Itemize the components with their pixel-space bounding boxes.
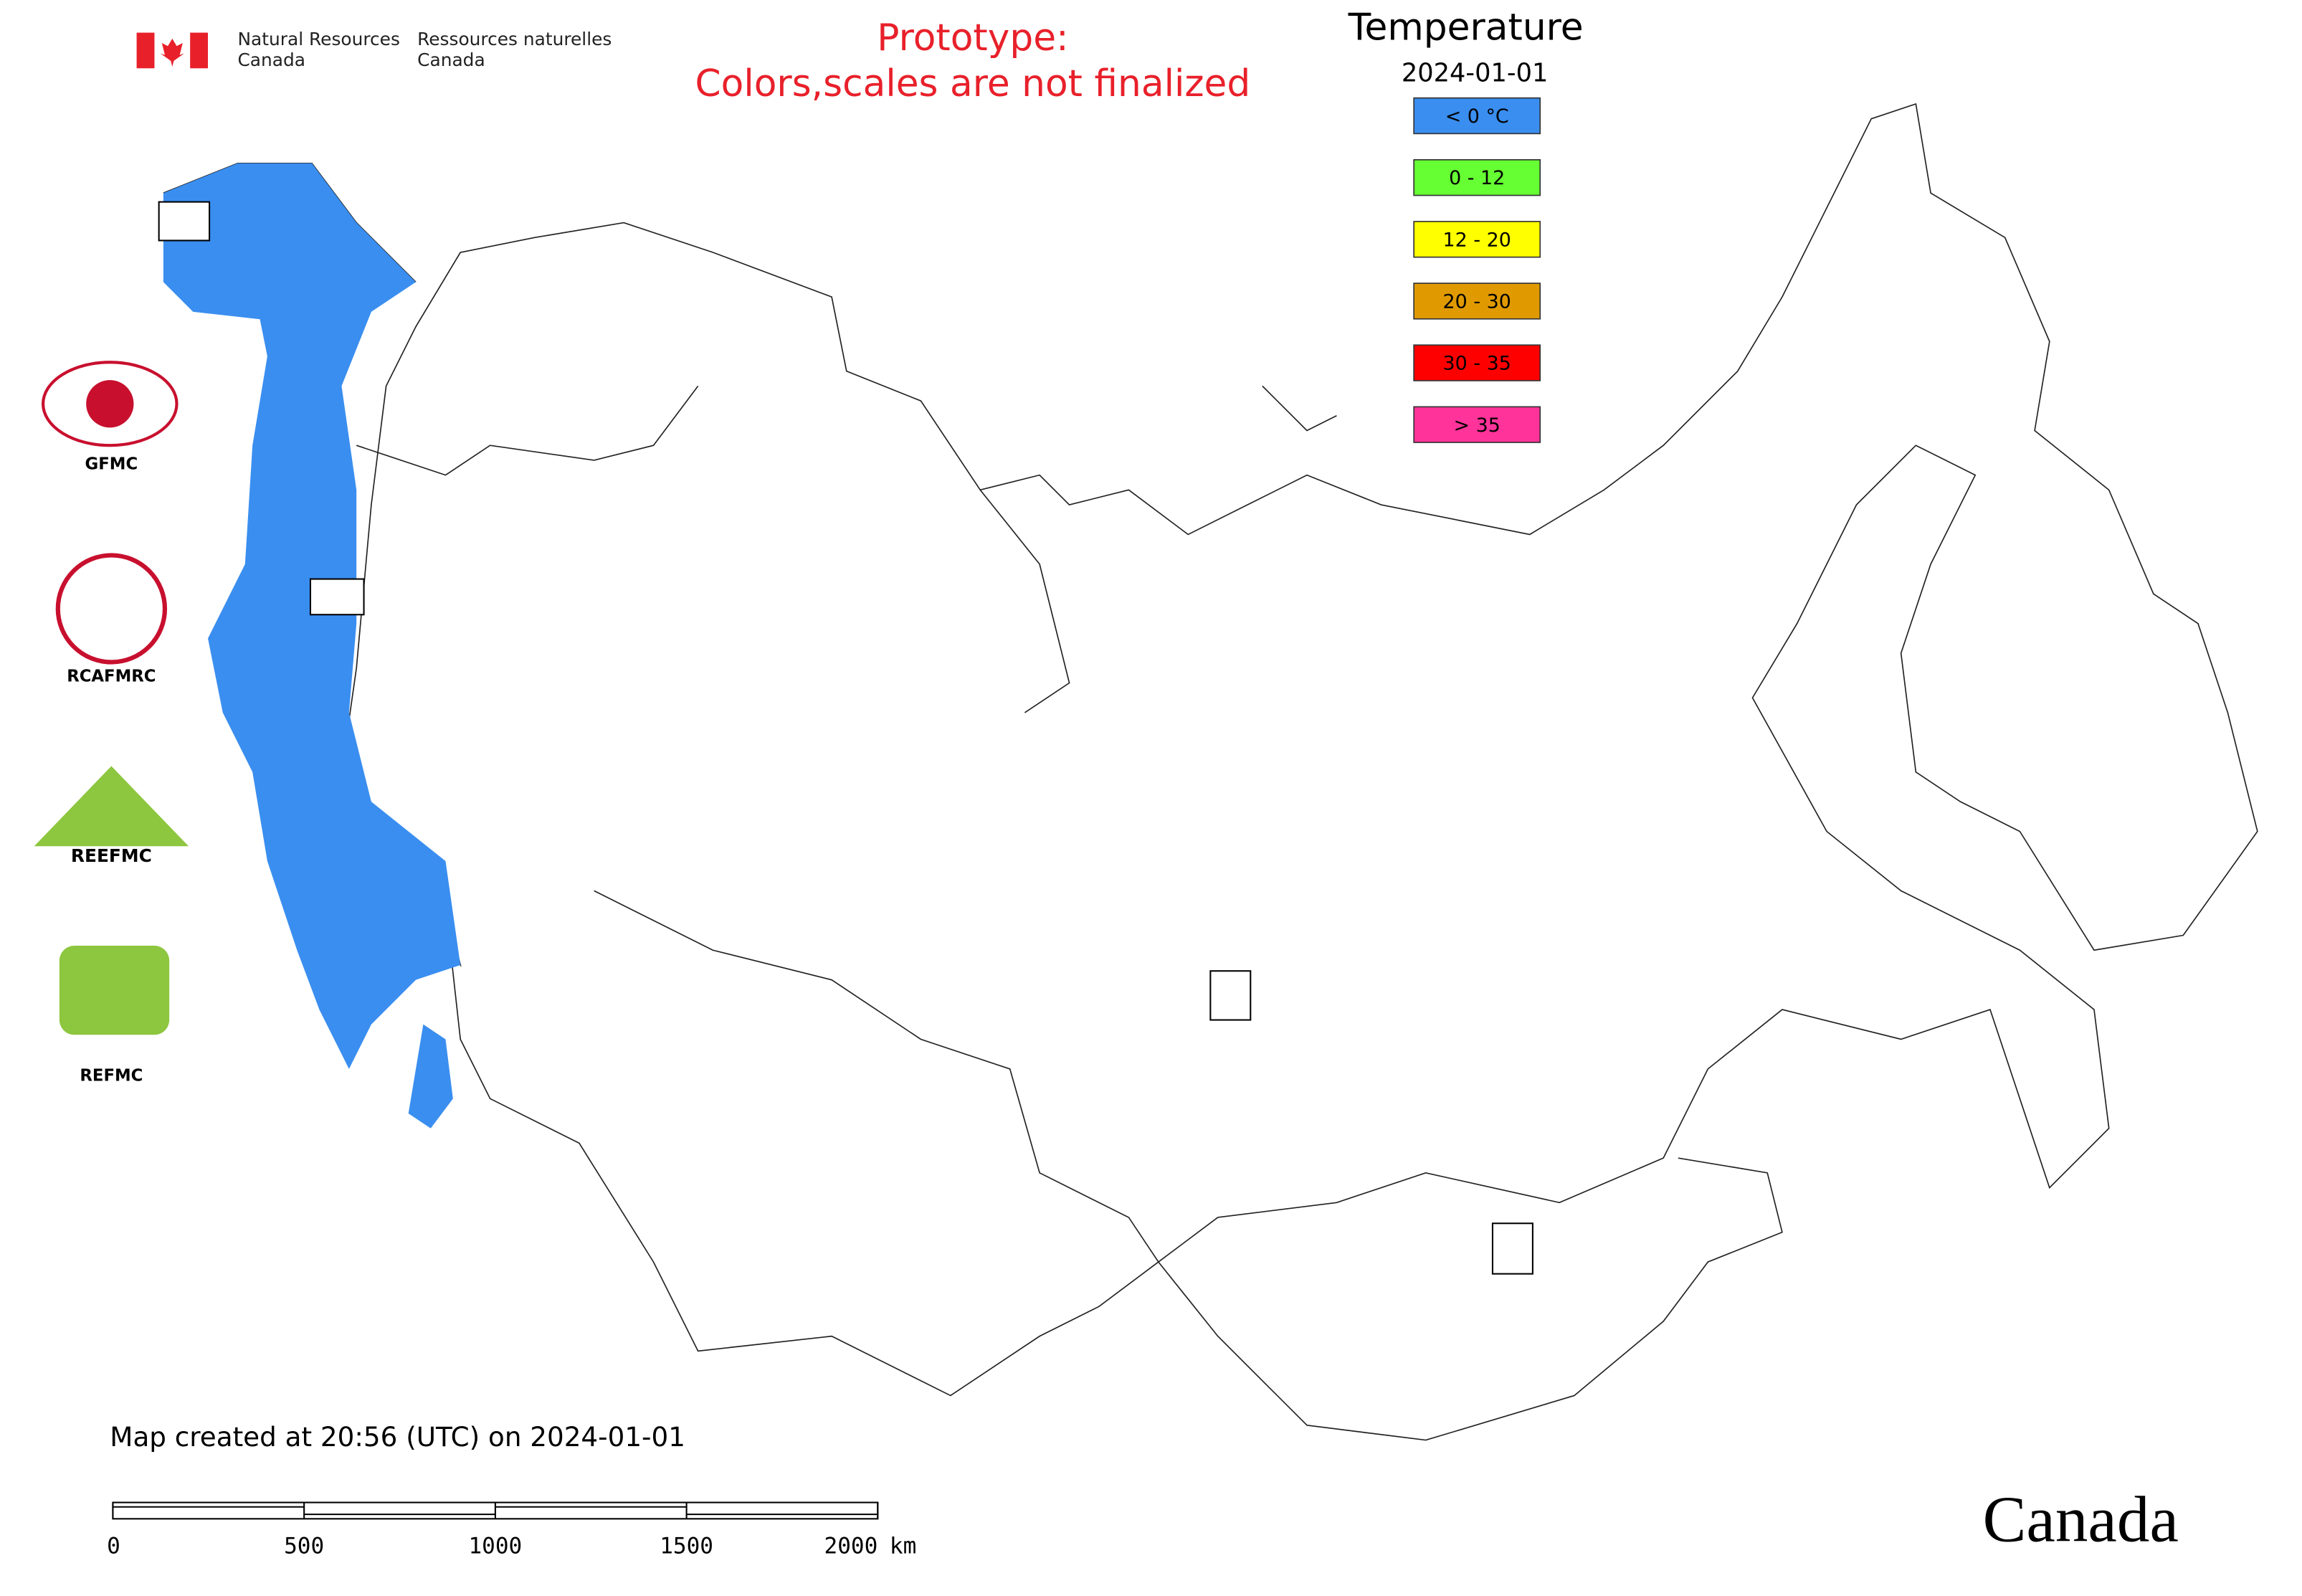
dept-en: Natural Resources	[237, 29, 399, 49]
scale-bar: 0 500 1000 1500 2000 km	[107, 1501, 916, 1559]
partner-logo	[34, 766, 189, 847]
partner-logo	[59, 946, 170, 1035]
map-created: Map created at 20:56 (UTC) on 2024-01-01	[110, 1421, 685, 1453]
legend-swatch	[1413, 158, 1541, 196]
legend-date: 2024-01-01	[1402, 59, 1549, 88]
partner-name: REEFMC	[71, 845, 152, 866]
legend-title: Temperature	[1348, 6, 1584, 49]
legend-swatch	[1413, 97, 1541, 135]
legend-label: 0 - 12	[1449, 167, 1505, 189]
cold-area	[163, 163, 461, 1129]
notice: Colors,scales are not finalized	[695, 62, 1251, 105]
partner-logo	[86, 380, 134, 428]
legend-swatch	[1413, 406, 1541, 443]
partner-name: RCAFMRC	[67, 668, 156, 686]
scale-unit: km	[890, 1534, 916, 1559]
legend-label: 12 - 20	[1443, 229, 1511, 251]
dept-fr: Canada	[417, 49, 485, 70]
legend: < 0 °C 0 - 12 12 - 20 20 - 30 30 - 35 > 35	[1413, 97, 1541, 443]
map-markers	[158, 201, 1533, 1275]
scale-label: 1500	[660, 1534, 713, 1559]
canada-flag	[136, 32, 209, 69]
dept-fr: Ressources naturelles	[417, 29, 612, 49]
scale-label: 500	[284, 1534, 324, 1559]
dept-en: Canada	[237, 49, 305, 70]
legend-swatch	[1413, 282, 1541, 320]
partner-name: REFMC	[80, 1067, 143, 1086]
scale-label: 0	[107, 1534, 120, 1559]
scale-label: 2000	[824, 1534, 878, 1559]
partner-name: GFMC	[85, 455, 138, 474]
notice: Prototype:	[877, 16, 1068, 60]
legend-label: 30 - 35	[1443, 353, 1511, 375]
legend-swatch	[1413, 221, 1541, 258]
scale-label: 1000	[468, 1534, 522, 1559]
legend-label: 20 - 30	[1443, 291, 1511, 313]
legend-label: < 0 °C	[1445, 105, 1509, 128]
partner-logo	[55, 553, 168, 665]
legend-label: > 35	[1454, 414, 1500, 437]
map-outlines	[163, 103, 2258, 1441]
legend-swatch	[1413, 344, 1541, 381]
canada-wordmark: Canada	[1983, 1483, 2179, 1556]
